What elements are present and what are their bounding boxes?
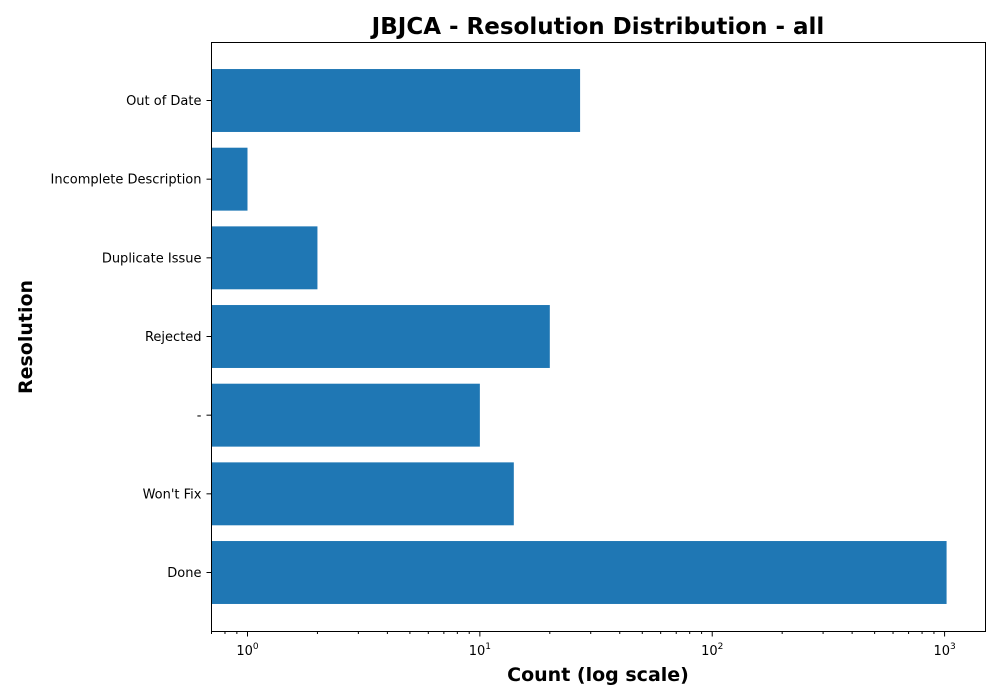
y-tick-label: Rejected (145, 330, 202, 345)
y-tick-label: Duplicate Issue (102, 251, 202, 266)
y-axis-label: Resolution (15, 280, 37, 394)
bars-group (211, 69, 947, 604)
y-tick-label: Done (167, 566, 201, 581)
y-tick-label: Won't Fix (143, 487, 202, 502)
x-tick-label: 103 (933, 642, 955, 659)
bar (211, 383, 480, 447)
bar (211, 305, 550, 368)
bar (211, 541, 947, 604)
bar (211, 147, 248, 211)
y-tick-label: Incomplete Description (51, 173, 202, 188)
x-tick-label: 101 (469, 642, 491, 659)
x-tick-label: 102 (701, 642, 723, 659)
y-tick-label: Out of Date (126, 94, 201, 109)
y-tick-label: - (197, 409, 202, 424)
bar (211, 462, 514, 526)
chart-title: JBJCA - Resolution Distribution - all (370, 14, 825, 40)
x-axis-label: Count (log scale) (507, 664, 689, 686)
bar (211, 226, 318, 290)
x-axis: 100 101 102 103 (211, 631, 956, 659)
bar (211, 69, 581, 132)
y-axis: Done Won't Fix - Rejected Duplicate Issue Inc… (51, 94, 212, 581)
x-tick-label: 100 (236, 642, 259, 659)
